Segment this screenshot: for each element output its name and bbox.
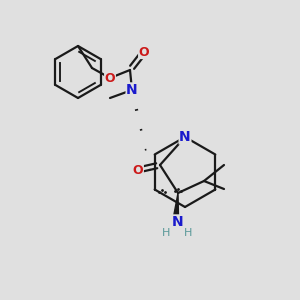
Text: H: H <box>162 228 170 238</box>
Text: O: O <box>139 46 149 59</box>
Text: O: O <box>133 164 143 176</box>
Text: H: H <box>184 228 192 238</box>
Polygon shape <box>173 193 178 217</box>
Text: N: N <box>179 130 191 144</box>
Text: N: N <box>172 215 184 229</box>
Text: N: N <box>126 83 138 97</box>
Text: O: O <box>105 71 115 85</box>
